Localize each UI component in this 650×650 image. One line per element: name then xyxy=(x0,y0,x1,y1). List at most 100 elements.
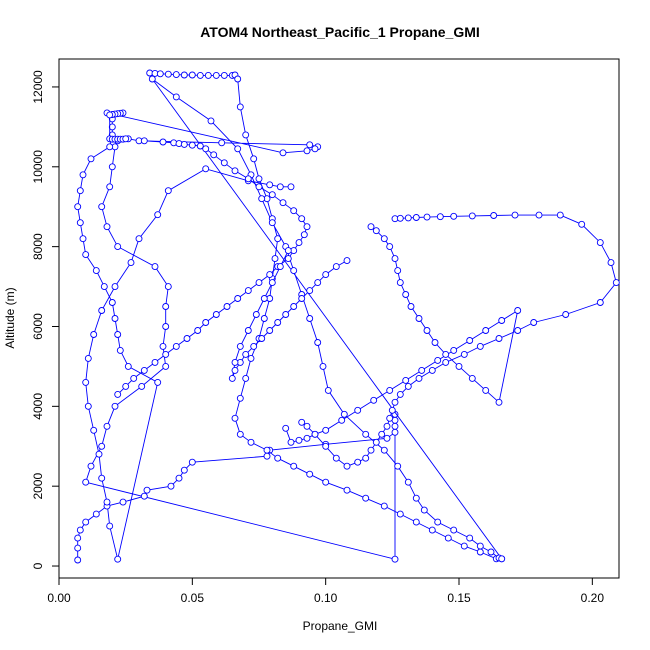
data-point xyxy=(172,93,180,101)
data-point xyxy=(114,390,122,398)
data-point xyxy=(332,263,340,271)
data-point xyxy=(343,257,351,265)
data-point xyxy=(223,303,231,310)
data-point xyxy=(412,214,420,221)
data-point xyxy=(103,498,111,506)
data-point xyxy=(242,374,250,382)
data-point xyxy=(322,426,330,434)
data-point xyxy=(391,428,399,436)
data-point xyxy=(202,319,210,326)
data-point xyxy=(268,191,276,199)
data-point xyxy=(436,213,444,221)
data-point xyxy=(247,438,255,446)
data-point xyxy=(236,394,244,402)
data-point xyxy=(180,140,188,148)
data-point xyxy=(114,555,122,563)
data-point xyxy=(287,183,295,191)
data-point xyxy=(111,283,119,291)
data-point xyxy=(367,446,375,454)
data-point xyxy=(282,311,290,318)
data-point xyxy=(322,271,330,279)
data-point xyxy=(266,181,274,189)
data-point xyxy=(578,220,586,228)
data-point xyxy=(556,211,564,219)
series-5 xyxy=(282,223,522,446)
data-point xyxy=(450,212,458,220)
data-point xyxy=(74,556,82,564)
data-point xyxy=(154,211,162,219)
data-point xyxy=(367,223,375,231)
data-point xyxy=(423,327,431,334)
x-tick-label: 0.20 xyxy=(581,591,605,605)
data-point xyxy=(383,434,391,442)
data-point xyxy=(298,295,306,302)
data-point xyxy=(482,386,490,394)
data-point xyxy=(482,327,490,334)
data-point xyxy=(276,183,284,191)
data-point xyxy=(76,187,84,195)
data-point xyxy=(300,231,308,239)
data-point xyxy=(100,283,108,291)
data-point xyxy=(250,155,258,163)
data-point xyxy=(428,526,436,534)
data-point xyxy=(388,406,396,414)
data-point xyxy=(210,151,218,159)
data-point xyxy=(207,117,215,125)
data-point xyxy=(596,239,604,247)
data-point xyxy=(212,311,220,318)
data-point xyxy=(122,382,130,390)
data-point xyxy=(79,235,87,243)
data-point xyxy=(407,303,415,310)
data-point xyxy=(596,299,604,306)
series-6 xyxy=(228,247,351,382)
data-point xyxy=(172,71,180,79)
data-point xyxy=(303,434,311,442)
data-point xyxy=(343,462,351,470)
data-point xyxy=(332,454,340,462)
data-point xyxy=(391,422,399,430)
x-tick-label: 0.10 xyxy=(314,591,338,605)
data-point xyxy=(274,454,282,462)
data-point xyxy=(135,235,143,243)
data-point xyxy=(212,71,220,79)
data-point xyxy=(434,356,442,364)
data-point xyxy=(188,71,196,79)
data-point xyxy=(562,311,570,318)
data-point xyxy=(79,171,87,179)
data-point xyxy=(314,279,322,287)
data-point xyxy=(490,212,498,219)
data-point xyxy=(396,510,404,518)
series-4 xyxy=(298,211,620,470)
data-point xyxy=(124,362,132,370)
data-point xyxy=(76,526,84,534)
data-point xyxy=(76,219,84,227)
data-point xyxy=(498,555,506,563)
data-point xyxy=(159,138,167,146)
data-point xyxy=(394,462,402,470)
data-point xyxy=(303,147,311,155)
data-point xyxy=(383,422,391,430)
data-point xyxy=(258,195,266,203)
data-point xyxy=(322,442,330,450)
data-point xyxy=(111,402,119,410)
x-axis-label: Propane_GMI xyxy=(303,619,378,633)
data-point xyxy=(287,438,295,446)
data-point xyxy=(252,311,260,318)
data-point xyxy=(183,335,191,342)
data-point xyxy=(362,494,370,502)
data-point xyxy=(476,342,484,350)
data-point xyxy=(90,331,98,338)
data-point xyxy=(612,279,620,287)
data-point xyxy=(362,430,370,438)
data-point xyxy=(244,175,252,183)
data-point xyxy=(140,137,148,145)
data-point xyxy=(164,187,172,195)
data-point xyxy=(380,446,388,454)
data-point xyxy=(284,255,292,263)
data-point xyxy=(196,71,204,79)
data-point xyxy=(87,462,95,470)
data-point xyxy=(92,267,100,275)
data-point xyxy=(111,315,119,322)
y-tick-label: 4000 xyxy=(31,393,45,420)
data-point xyxy=(255,183,263,191)
